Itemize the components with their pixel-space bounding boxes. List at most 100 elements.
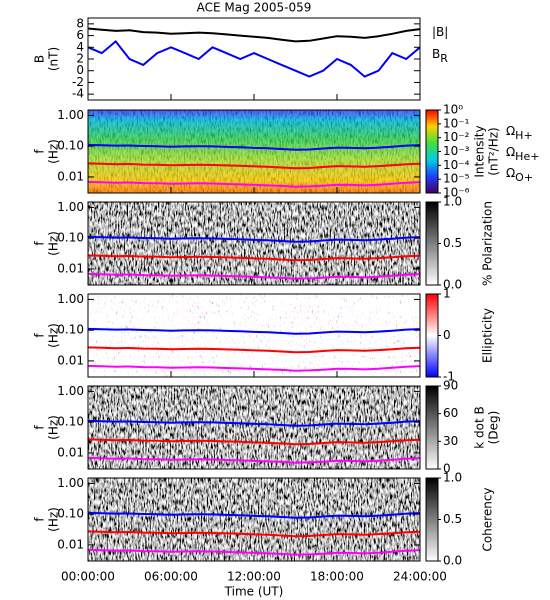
colorbar-label: Coherency [481,487,495,551]
legend-name: Ω [506,124,515,138]
y-axis-label: (nT) [47,47,61,71]
data-line [87,530,421,538]
colorbar-tick-label: 0.5 [443,512,462,526]
colorbar-tick-label: 10⁻⁵ [443,172,470,186]
colorbar [425,477,439,562]
plot-frame [87,17,421,101]
x-tick-label: 18:00:00 [310,570,364,584]
y-tick-label: 0.01 [57,261,84,275]
data-line [87,39,421,78]
legend-entry: ΩHe+ [506,145,539,164]
y-tick-label: 0.10 [57,507,84,521]
y-tick-label: 0.10 [57,231,84,245]
x-tick-label: 06:00:00 [144,570,198,584]
colorbar-tick-label: 1.0 [443,471,462,485]
y-tick-label: 0.10 [57,415,84,429]
chart-title: ACE Mag 2005-059 [197,1,312,15]
colorbar-tick-label: -1 [443,370,455,384]
colorbar-label: (nT²/Hz) [487,127,501,175]
y-axis-label: f [33,425,47,430]
data-line [87,511,421,519]
data-line [87,272,421,280]
legend-entry: |B| [432,25,448,39]
colorbar [425,385,439,470]
data-line [87,235,421,243]
colorbar-label: % Polarization [481,201,495,286]
y-axis-label: (Hz) [47,323,61,348]
y-axis-label: (Hz) [47,139,61,164]
colorbar [425,201,439,286]
y-axis-label: (Hz) [47,415,61,440]
legend-entry: BR [432,47,448,66]
data-line [87,364,421,372]
x-tick-label: 12:00:00 [227,570,281,584]
x-axis-label: Time (UT) [224,585,284,599]
y-tick-label: 6 [76,28,84,42]
legend-entry: ΩH+ [506,124,533,143]
y-axis-label: (Hz) [47,231,61,256]
spectrogram-texture [88,110,420,193]
colorbar-tick-label: 1 [443,287,451,301]
legend-name: Ω [506,166,515,180]
colorbar-tick-label: 0 [443,462,451,476]
spectrogram [88,202,420,285]
y-axis-label: f [33,149,47,154]
y-tick-label: 1.00 [57,292,84,306]
y-tick-label: 0.01 [57,169,84,183]
y-axis-label: f [33,333,47,338]
data-line [87,143,421,151]
data-line [87,254,421,262]
data-line [87,27,421,43]
data-line [87,180,421,188]
y-tick-label: 1.00 [57,384,84,398]
y-tick-label: 1.00 [57,108,84,122]
colorbar-tick-label: 10⁻² [443,130,470,144]
spectrogram [88,478,420,561]
colorbar-tick-label: 10⁰ [443,103,463,117]
data-line [87,438,421,446]
x-tick-label: 24:00:00 [393,570,447,584]
colorbar-tick-label: 10⁻³ [443,144,470,158]
y-tick-label: 2 [76,52,84,66]
legend-subscript: R [440,52,448,65]
legend-name: |B| [432,25,448,39]
spectrogram [88,386,420,469]
data-line [87,548,421,556]
colorbar-tick-label: 90 [443,379,458,393]
colorbar [425,293,439,378]
legend-name: Ω [506,145,515,159]
legend-subscript: He+ [515,150,539,163]
data-line [87,456,421,464]
colorbar-tick-label: 10⁻⁴ [443,158,470,172]
y-axis-label: (Hz) [47,507,61,532]
legend-subscript: H+ [515,129,533,142]
colorbar-label: (Deg) [487,411,501,445]
colorbar-tick-label: 0.0 [443,278,462,292]
data-line [87,162,421,170]
y-tick-label: 8 [76,16,84,30]
colorbar-label: k dot B [473,406,487,448]
y-tick-label: -2 [72,75,84,89]
colorbar-tick-label: 10⁻⁶ [443,186,470,200]
legend-subscript: O+ [515,171,533,184]
colorbar-tick-label: 0 [443,328,451,342]
colorbar [425,109,439,194]
colorbar-tick-label: 1.0 [443,195,462,209]
colorbar-tick-label: 30 [443,434,458,448]
y-tick-label: 0.10 [57,139,84,153]
colorbar-label: Intensity [473,125,487,177]
spectrogram [88,294,420,377]
y-tick-label: 0 [76,63,84,77]
y-tick-label: 0.10 [57,323,84,337]
colorbar-tick-label: 0.0 [443,554,462,568]
y-tick-label: 0.01 [57,353,84,367]
colorbar-tick-label: 0.5 [443,236,462,250]
y-axis-label: B [33,55,47,63]
data-line [87,346,421,354]
legend-name: B [432,47,440,61]
colorbar-label: Ellipticity [481,308,495,363]
y-tick-label: 0.01 [57,445,84,459]
y-tick-label: 0.01 [57,537,84,551]
